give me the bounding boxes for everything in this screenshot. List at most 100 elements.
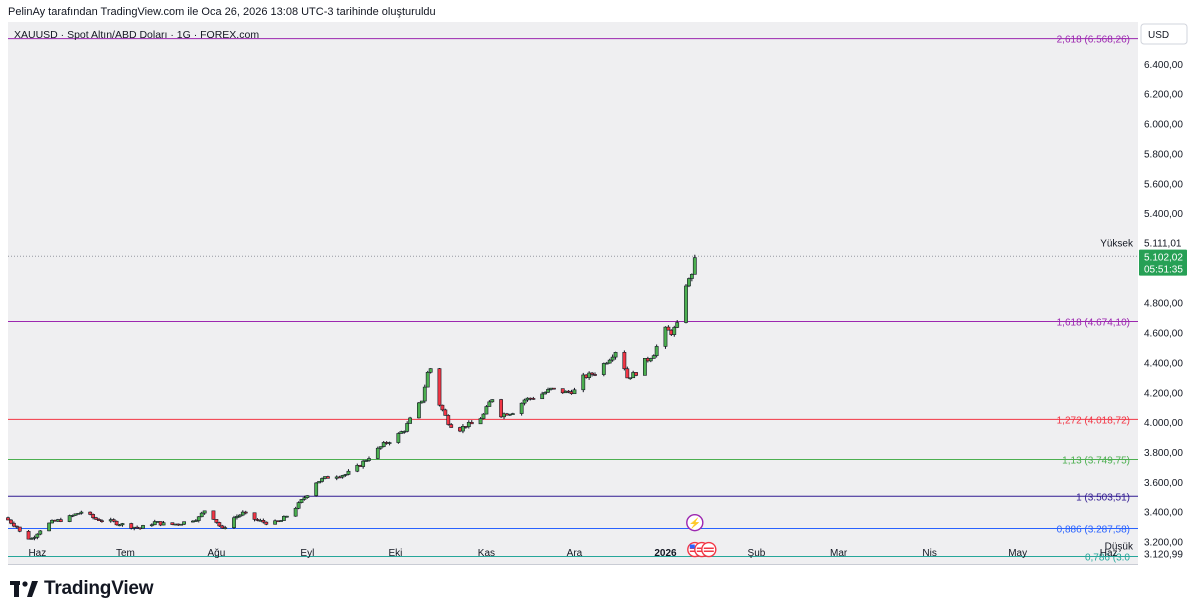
candle[interactable]	[375, 447, 380, 459]
candle[interactable]	[387, 442, 392, 444]
candle[interactable]	[179, 523, 184, 526]
tradingview-logo[interactable]: TradingView	[10, 578, 154, 600]
candle[interactable]	[543, 392, 548, 395]
candle[interactable]	[405, 423, 410, 432]
candle[interactable]	[14, 525, 19, 528]
candle[interactable]	[117, 524, 122, 527]
candle[interactable]	[428, 368, 433, 373]
candle[interactable]	[590, 372, 594, 375]
candle[interactable]	[9, 519, 13, 524]
candle[interactable]	[628, 377, 633, 380]
candle[interactable]	[546, 389, 550, 393]
chart-frame[interactable]: 2,618 (6.568,26) 1,618 (4.674,10) 1,272 (4…	[0, 22, 1200, 566]
candle[interactable]	[461, 426, 465, 432]
candle[interactable]	[6, 517, 10, 521]
candle[interactable]	[490, 399, 495, 403]
candle[interactable]	[604, 362, 609, 365]
candle[interactable]	[58, 519, 63, 522]
candle[interactable]	[182, 521, 187, 525]
candle[interactable]	[346, 470, 351, 475]
candle[interactable]	[296, 502, 301, 509]
candle[interactable]	[396, 433, 401, 443]
candle[interactable]	[320, 478, 324, 482]
candle[interactable]	[149, 524, 154, 527]
candle[interactable]	[643, 358, 647, 376]
candle[interactable]	[519, 402, 524, 414]
candle[interactable]	[469, 421, 474, 425]
candle[interactable]	[622, 352, 627, 370]
candle[interactable]	[425, 371, 430, 388]
candle[interactable]	[419, 400, 424, 404]
candle[interactable]	[264, 521, 269, 525]
lightning-event-icon[interactable]	[686, 513, 704, 532]
candle[interactable]	[587, 372, 592, 378]
candle[interactable]	[402, 431, 407, 433]
candle[interactable]	[443, 409, 448, 416]
candle[interactable]	[437, 368, 442, 406]
candle[interactable]	[417, 402, 421, 419]
candle[interactable]	[94, 517, 98, 520]
candle[interactable]	[232, 517, 236, 528]
candle[interactable]	[361, 460, 366, 467]
candle[interactable]	[648, 358, 653, 362]
candle[interactable]	[223, 527, 228, 529]
candle[interactable]	[531, 398, 536, 400]
candle[interactable]	[50, 519, 54, 524]
candle[interactable]	[654, 346, 659, 356]
candle[interactable]	[243, 511, 248, 514]
candle[interactable]	[161, 522, 166, 526]
candle[interactable]	[581, 374, 586, 391]
candle[interactable]	[252, 512, 257, 520]
candle[interactable]	[70, 515, 75, 517]
candle[interactable]	[364, 460, 368, 462]
candle[interactable]	[91, 514, 96, 519]
candle[interactable]	[552, 387, 556, 390]
candle[interactable]	[281, 516, 286, 521]
candle[interactable]	[560, 388, 565, 394]
candle[interactable]	[240, 511, 245, 516]
candle[interactable]	[26, 530, 31, 540]
candle[interactable]	[120, 523, 125, 526]
candle[interactable]	[193, 520, 198, 522]
candle[interactable]	[651, 355, 656, 359]
candle[interactable]	[481, 413, 486, 419]
candle[interactable]	[522, 399, 527, 404]
candle[interactable]	[305, 495, 310, 498]
candle[interactable]	[35, 533, 40, 538]
candle[interactable]	[129, 523, 134, 529]
candle[interactable]	[540, 393, 545, 400]
candle[interactable]	[466, 421, 471, 428]
candle[interactable]	[510, 413, 515, 415]
candle[interactable]	[634, 372, 639, 376]
candle[interactable]	[32, 537, 37, 539]
candle[interactable]	[217, 522, 222, 527]
candle[interactable]	[478, 418, 483, 425]
candle[interactable]	[199, 512, 204, 518]
currency-button[interactable]: USD	[1140, 23, 1188, 45]
candle[interactable]	[601, 363, 606, 375]
candle[interactable]	[38, 530, 43, 535]
candle[interactable]	[610, 356, 615, 361]
candle[interactable]	[220, 525, 225, 529]
candle[interactable]	[76, 512, 81, 515]
candle[interactable]	[663, 326, 668, 347]
candle[interactable]	[593, 374, 597, 376]
candle[interactable]	[279, 520, 283, 522]
candle[interactable]	[79, 511, 84, 514]
candle[interactable]	[284, 515, 289, 518]
candle[interactable]	[408, 417, 413, 424]
candle[interactable]	[317, 481, 322, 484]
current-price-badge[interactable]	[1139, 249, 1187, 276]
candle[interactable]	[381, 442, 386, 447]
candle[interactable]	[141, 525, 145, 529]
candle[interactable]	[255, 519, 260, 521]
candle[interactable]	[211, 510, 216, 520]
candle[interactable]	[378, 446, 383, 449]
candle[interactable]	[355, 465, 360, 472]
candle[interactable]	[422, 386, 427, 402]
candle[interactable]	[302, 497, 307, 500]
candle[interactable]	[114, 520, 119, 526]
candle[interactable]	[367, 458, 371, 461]
candle[interactable]	[440, 404, 445, 411]
candle[interactable]	[261, 519, 266, 523]
